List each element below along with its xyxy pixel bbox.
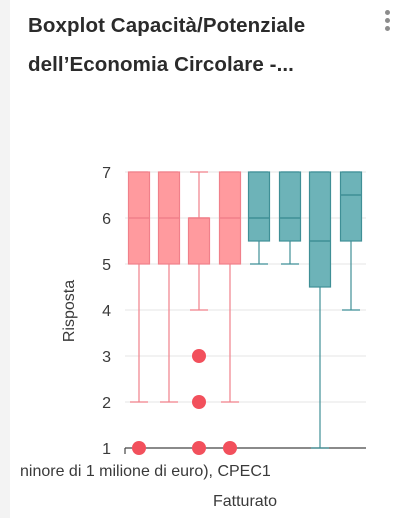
y-tick-label: 6 xyxy=(102,211,111,228)
x-axis xyxy=(124,447,366,454)
outlier-point[interactable] xyxy=(132,441,146,455)
chart-title: Boxplot Capacità/Potenziale dell’Economi… xyxy=(28,6,368,84)
more-vertical-icon[interactable] xyxy=(380,10,394,38)
box-2[interactable] xyxy=(157,171,181,403)
chart-title-line-1: Boxplot Capacità/Potenziale xyxy=(28,14,306,37)
y-tick-label: 7 xyxy=(102,165,111,182)
outliers xyxy=(132,349,237,455)
iqr-box xyxy=(187,217,211,265)
y-tick-label: 3 xyxy=(102,349,111,366)
outlier-point[interactable] xyxy=(223,441,237,455)
box-4[interactable] xyxy=(218,171,242,403)
y-axis-label: Risposta xyxy=(61,280,78,342)
iqr-box xyxy=(339,171,363,242)
outlier-point[interactable] xyxy=(192,349,206,363)
box-7[interactable] xyxy=(308,171,332,449)
x-tick-label: ninore di 1 milione di euro), CPEC1 xyxy=(20,463,271,480)
box-6[interactable] xyxy=(278,171,302,265)
outlier-point[interactable] xyxy=(192,395,206,409)
chart-card: Boxplot Capacità/Potenziale dell’Economi… xyxy=(10,0,417,518)
x-axis-label: Fatturato xyxy=(213,493,277,510)
iqr-box xyxy=(247,171,271,242)
y-tick-label: 2 xyxy=(102,395,111,412)
box-3[interactable] xyxy=(187,171,211,311)
box-5[interactable] xyxy=(247,171,271,265)
y-axis-ticks: 1 2 3 4 5 6 7 xyxy=(102,165,111,458)
boxes xyxy=(127,171,363,449)
y-tick-label: 5 xyxy=(102,257,111,274)
outlier-point[interactable] xyxy=(192,441,206,455)
iqr-box xyxy=(308,171,332,288)
iqr-box xyxy=(278,171,302,242)
box-1[interactable] xyxy=(127,171,151,403)
y-tick-label: 4 xyxy=(102,303,111,320)
chart-title-line-2: dell’Economia Circolare -... xyxy=(28,53,294,76)
box-8[interactable] xyxy=(339,171,363,311)
y-tick-label: 1 xyxy=(102,441,111,458)
